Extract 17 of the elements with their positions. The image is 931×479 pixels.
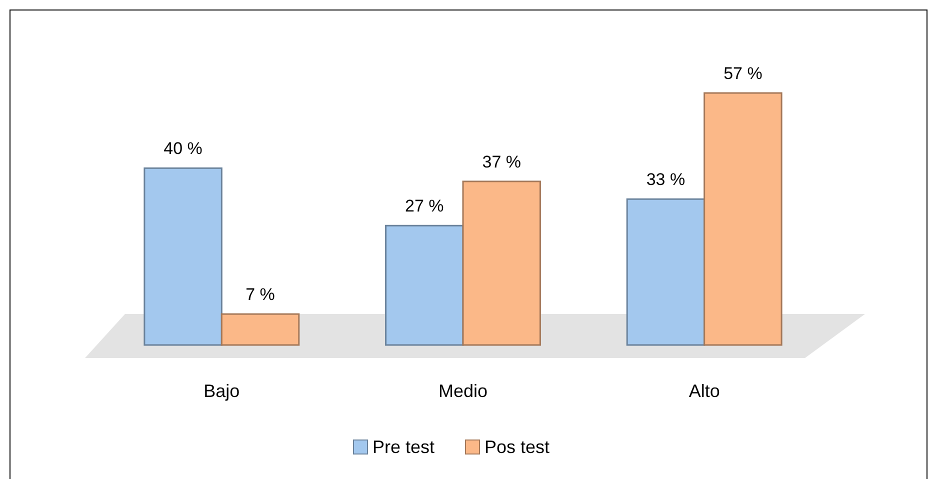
data-label: 37 % [482, 152, 521, 172]
legend-label: Pre test [372, 437, 435, 457]
bar [626, 198, 706, 346]
bar [144, 167, 222, 346]
bar [220, 313, 300, 346]
data-label: 40 % [164, 139, 202, 158]
bar [704, 92, 782, 346]
data-label: 57 % [724, 64, 762, 83]
legend-label: Pos test [484, 437, 550, 457]
x-tick-label: Alto [688, 381, 720, 401]
data-label: 27 % [405, 196, 444, 216]
bar [462, 180, 541, 346]
x-tick-label: Medio [438, 381, 488, 401]
data-label: 33 % [646, 170, 686, 190]
bar [385, 224, 464, 346]
x-tick-label: Bajo [204, 381, 240, 401]
data-label: 7 % [246, 285, 275, 304]
